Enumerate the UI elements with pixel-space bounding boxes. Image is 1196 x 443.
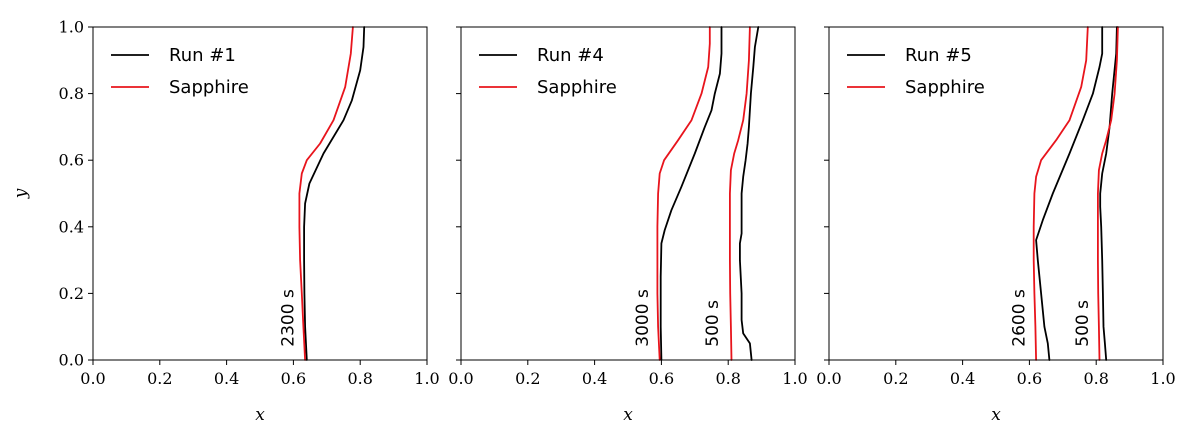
x-tick-label: 0.6 (281, 369, 306, 388)
series-line-sapphire-2 (729, 26, 751, 361)
legend-label: Sapphire (169, 77, 249, 98)
x-axis-label: x (623, 405, 633, 425)
x-tick-label: 0.6 (1017, 369, 1042, 388)
series-line-run-4-2 (739, 26, 760, 361)
series-line-run-5-2 (1099, 26, 1118, 361)
x-tick-label: 1.0 (1150, 369, 1175, 388)
legend: Run #4 Sapphire (479, 45, 617, 98)
y-tick-label: 0.8 (59, 84, 84, 103)
legend-label: Sapphire (905, 77, 985, 98)
panel-3: 0.0 0.2 0.4 0.6 0.8 1.0 x Run #5 Sapphire 2600 s 5… (816, 26, 1176, 425)
time-annotation: 2300 s (278, 289, 298, 347)
x-tick-label: 0.2 (147, 369, 172, 388)
x-tick-label: 0.6 (649, 369, 674, 388)
legend-label: Sapphire (537, 77, 617, 98)
x-tick-label: 0.0 (816, 369, 841, 388)
legend-label: Run #4 (537, 45, 604, 66)
x-axis-label: x (255, 405, 265, 425)
y-axis-label: y (11, 188, 31, 199)
x-tick-label: 1.0 (782, 369, 807, 388)
series-line-sapphire-1 (298, 26, 354, 361)
y-tick-label: 0.4 (59, 217, 84, 236)
y-tick-label: 1.0 (59, 18, 84, 37)
x-tick-label: 0.4 (950, 369, 975, 388)
series-line-run-1-1 (303, 26, 366, 361)
time-annotation: 500 s (1073, 300, 1093, 347)
y-tick-label: 0.0 (59, 351, 84, 370)
axes-frame (460, 26, 796, 361)
series-line-run-5-1 (1035, 26, 1104, 361)
x-tick-label: 0.0 (80, 369, 105, 388)
axes-frame (92, 26, 428, 361)
x-tick-label: 0.0 (448, 369, 473, 388)
time-annotation: 500 s (703, 300, 723, 347)
x-tick-label: 0.4 (214, 369, 239, 388)
x-tick-label: 0.8 (347, 369, 372, 388)
series-line-sapphire-1 (656, 26, 711, 361)
legend: Run #5 Sapphire (847, 45, 985, 98)
y-tick-label: 0.6 (59, 151, 84, 170)
x-tick-label: 1.0 (414, 369, 439, 388)
x-tick-label: 0.8 (715, 369, 740, 388)
time-annotation: 3000 s (633, 289, 653, 347)
series-line-sapphire-2 (1097, 26, 1119, 361)
legend-label: Run #5 (905, 45, 972, 66)
panel-2: 0.0 0.2 0.4 0.6 0.8 1.0 x Run #4 Sapphire 3000 s 5… (448, 26, 808, 425)
x-tick-label: 0.2 (883, 369, 908, 388)
series-line-sapphire-1 (1032, 26, 1089, 361)
time-annotation: 2600 s (1009, 289, 1029, 347)
legend-label: Run #1 (169, 45, 236, 66)
x-tick-label: 0.2 (515, 369, 540, 388)
x-axis-label: x (991, 405, 1001, 425)
legend: Run #1 Sapphire (111, 45, 249, 98)
x-tick-label: 0.4 (582, 369, 607, 388)
panel-1: 0.0 0.2 0.4 0.6 0.8 1.0 0.0 0.2 0.4 0.6 0.8 1.0 x y Ru… (11, 18, 440, 426)
series-line-run-4-1 (659, 26, 723, 361)
x-tick-label: 0.8 (1083, 369, 1108, 388)
axes-frame (828, 26, 1164, 361)
y-tick-label: 0.2 (59, 284, 84, 303)
